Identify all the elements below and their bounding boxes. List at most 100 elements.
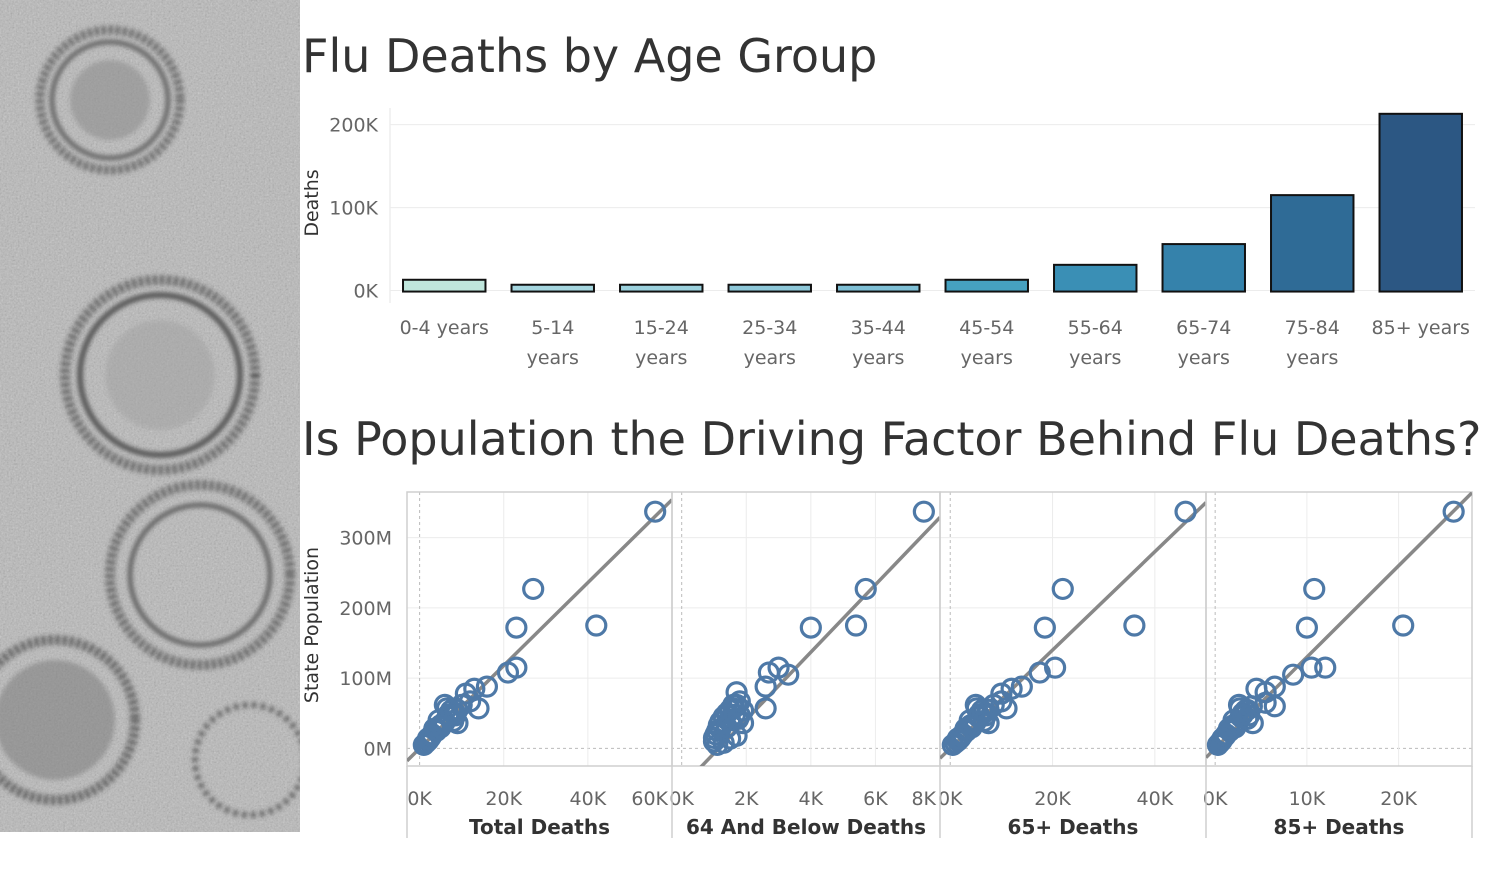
scatter-point[interactable]	[1303, 577, 1326, 601]
scatter-panel-frame	[1205, 491, 1473, 767]
scatter-x-tick-label: 2K	[734, 788, 759, 810]
scatter-point[interactable]	[799, 616, 822, 639]
scatter-point[interactable]	[754, 697, 777, 720]
scatter-point[interactable]	[440, 699, 463, 722]
scatter-panel-3: 0K 20K 40K 65+ Deaths	[938, 491, 1207, 839]
scatter-x-tick-label: 40K	[570, 788, 607, 810]
bar-5-14-years	[510, 283, 595, 293]
bar-x-tick-label: 85+ years	[1372, 317, 1470, 339]
trend-line	[699, 516, 940, 766]
scatter-x-tick-label: 20K	[485, 788, 522, 810]
bar-x-tick-label: 0-4 years	[400, 317, 489, 339]
scatter-x-tick-label: 20K	[1034, 788, 1071, 810]
scatter-point[interactable]	[854, 577, 877, 601]
scatter-y-tick-label: 300M	[339, 528, 392, 550]
scatter-point[interactable]	[505, 616, 528, 639]
bar-25-34-years	[727, 283, 812, 293]
bar-y-tick-label: 0K	[353, 281, 378, 303]
scatter-point[interactable]	[723, 703, 747, 726]
bar-0-4-years	[402, 278, 487, 293]
scatter-point[interactable]	[1314, 656, 1337, 679]
bar-x-tick-label: 5-14 years	[527, 317, 579, 369]
scatter-point[interactable]	[990, 682, 1013, 705]
scatter-x-tick-label: 4K	[799, 788, 824, 810]
scatter-point[interactable]	[437, 703, 460, 726]
scatter-point[interactable]	[1282, 663, 1305, 686]
scatter-point[interactable]	[950, 724, 973, 747]
scatter-point[interactable]	[496, 661, 520, 684]
bar-15-24-years	[619, 283, 704, 293]
scatter-title: Is Population the Driving Factor Behind …	[302, 412, 1481, 466]
scatter-point[interactable]	[416, 727, 440, 750]
scatter-x-tick-label: 0K	[1203, 788, 1228, 810]
scatter-y-tick-label: 100M	[339, 668, 392, 690]
scatter-point[interactable]	[727, 707, 750, 731]
scatter-point[interactable]	[1033, 616, 1056, 639]
scatter-point[interactable]	[725, 724, 748, 747]
bar-chart-title: Flu Deaths by Age Group	[302, 29, 877, 83]
scatter-point[interactable]	[1051, 577, 1074, 601]
scatter-point[interactable]	[1211, 727, 1234, 750]
scatter-point[interactable]	[1231, 703, 1254, 726]
scatter-point[interactable]	[1028, 661, 1051, 684]
scatter-x-tick-label: 10K	[1289, 788, 1326, 810]
scatter-point[interactable]	[1043, 656, 1067, 679]
scatter-point[interactable]	[970, 699, 994, 722]
scatter-point[interactable]	[844, 614, 868, 637]
bar-55-64-years	[1053, 263, 1138, 293]
scatter-point[interactable]	[585, 614, 608, 637]
scatter-point[interactable]	[1123, 614, 1146, 637]
scatter-point[interactable]	[475, 675, 499, 698]
bar-x-tick-label: 25-34 years	[742, 317, 797, 369]
scatter-panel-2: 0K 2K 4K 6K 8K 64 And Below Deaths	[669, 491, 941, 839]
scatter-ylabel: State Population	[301, 547, 323, 703]
scatter-point[interactable]	[912, 500, 935, 523]
bar-85plus-years	[1378, 112, 1463, 293]
scatter-x-axis-title: 85+ Deaths	[1274, 815, 1405, 839]
bar-75-84-years	[1270, 194, 1355, 293]
scatter-x-tick-label: 40K	[1137, 788, 1174, 810]
scatter-y-tick-label: 0M	[364, 738, 392, 760]
virus-particles-icon	[0, 25, 300, 818]
bar-45-54-years	[944, 278, 1029, 293]
scatter-point[interactable]	[644, 500, 667, 523]
scatter-point[interactable]	[420, 724, 443, 747]
scatter-x-axis-title: Total Deaths	[469, 815, 610, 839]
scatter-x-axis-title: 64 And Below Deaths	[686, 815, 926, 839]
scatter-point[interactable]	[522, 577, 545, 601]
scatter-point[interactable]	[1263, 695, 1286, 718]
scatter-point[interactable]	[946, 727, 970, 750]
scatter-point[interactable]	[972, 709, 996, 733]
scatter-point[interactable]	[1392, 614, 1415, 637]
scatter-point[interactable]	[754, 675, 777, 698]
scatter-x-tick-label: 20K	[1380, 788, 1417, 810]
scatter-x-tick-label: 8K	[911, 788, 936, 810]
bar-chart-ylabel: Deaths	[301, 169, 323, 236]
bar-x-tick-label: 75-84 years	[1285, 317, 1340, 369]
scatter-x-tick-label: 0K	[938, 788, 963, 810]
scatter-panel-4: 0K 10K 20K 85+ Deaths	[1203, 491, 1473, 839]
scatter-point[interactable]	[967, 703, 990, 726]
scatter-point[interactable]	[1236, 707, 1259, 731]
scatter-point[interactable]	[1295, 616, 1318, 639]
scatter-x-tick-label: 0K	[407, 788, 432, 810]
scatter-x-axis-title: 65+ Deaths	[1008, 815, 1139, 839]
bar-35-44-years	[836, 283, 921, 293]
scatter-point[interactable]	[1010, 675, 1033, 698]
bar-65-74-years	[1161, 243, 1246, 293]
scatter-point[interactable]	[1300, 656, 1323, 679]
scatter-point[interactable]	[442, 709, 465, 733]
scatter-x-tick-label: 60K	[631, 788, 668, 810]
scatter-point[interactable]	[1214, 724, 1237, 747]
virus-micrograph-image	[0, 0, 300, 832]
scatter-panel-1: 0K 20K 40K 60K Total Deaths	[406, 491, 673, 839]
bar-x-tick-label: 35-44 years	[851, 317, 906, 369]
scatter-point[interactable]	[777, 663, 800, 686]
scatter-point[interactable]	[1174, 500, 1197, 523]
scatter-point[interactable]	[702, 730, 726, 753]
bar-y-tick-label: 100K	[329, 198, 378, 220]
scatter-x-tick-label: 0K	[669, 788, 694, 810]
scatter-point[interactable]	[1442, 500, 1465, 523]
bar-x-tick-label: 55-64 years	[1068, 317, 1123, 369]
